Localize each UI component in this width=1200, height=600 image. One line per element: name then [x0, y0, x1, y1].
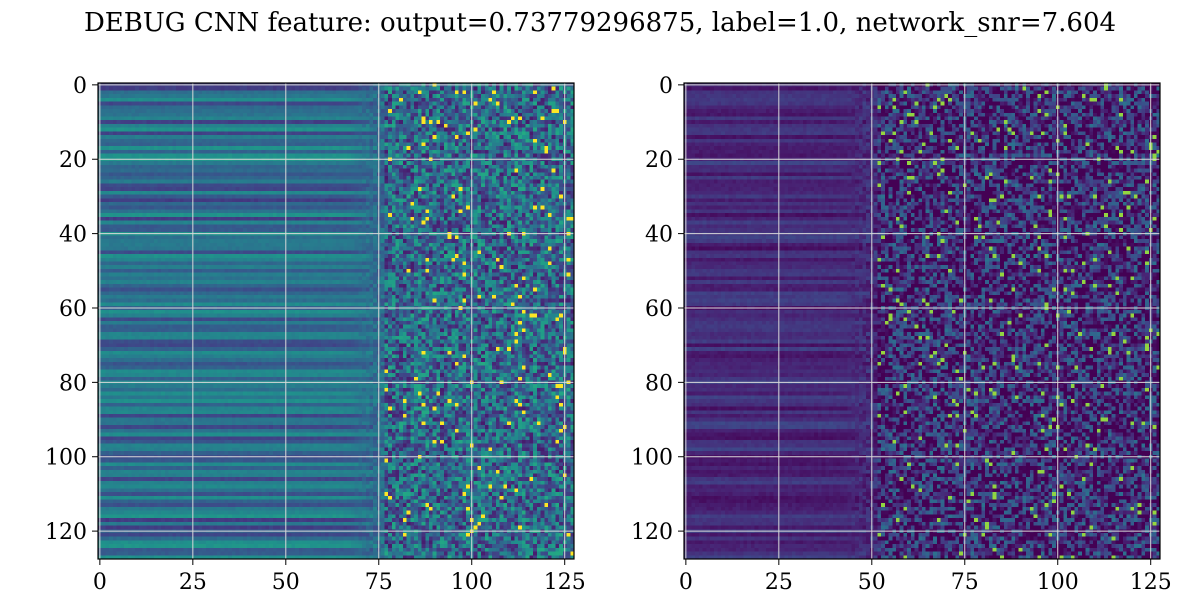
- heatmap-panel-right: 0 25 50 75 100 125 0 20 40 60 80 100 120: [631, 74, 1172, 595]
- x-tick-label: 125: [544, 570, 586, 595]
- x-tick-label: 25: [179, 570, 207, 595]
- y-tick-label: 0: [73, 74, 87, 99]
- y-tick-label: 80: [645, 371, 673, 396]
- x-tick-label: 75: [365, 570, 393, 595]
- y-tick-label: 20: [59, 148, 87, 173]
- axes-frame: [97, 82, 575, 560]
- x-tick-label: 50: [272, 570, 300, 595]
- x-tick-label: 0: [93, 570, 107, 595]
- y-tick-label: 40: [59, 223, 87, 248]
- y-tick-label: 0: [659, 74, 673, 99]
- y-tick-label: 60: [645, 297, 673, 322]
- x-tick-label: 100: [1037, 570, 1079, 595]
- x-tick-label: 25: [765, 570, 793, 595]
- heatmap-image: [98, 83, 574, 559]
- x-tick-label: 100: [451, 570, 493, 595]
- y-tick-label: 120: [45, 520, 87, 545]
- heatmap-image: [684, 83, 1160, 559]
- y-tick-label: 20: [645, 148, 673, 173]
- y-tick-label: 100: [45, 446, 87, 471]
- y-tick-label: 80: [59, 371, 87, 396]
- y-tick-label: 120: [631, 520, 673, 545]
- x-tick-label: 50: [858, 570, 886, 595]
- x-tick-label: 75: [951, 570, 979, 595]
- axes-frame: [683, 82, 1161, 560]
- y-tick-label: 40: [645, 223, 673, 248]
- y-tick-label: 60: [59, 297, 87, 322]
- y-tick-label: 100: [631, 446, 673, 471]
- x-tick-label: 0: [679, 570, 693, 595]
- x-tick-label: 125: [1130, 570, 1172, 595]
- figure-title: DEBUG CNN feature: output=0.73779296875,…: [83, 8, 1117, 38]
- heatmap-panel-left: 0 25 50 75 100 125 0 20 40 60 80 100 120: [45, 74, 586, 595]
